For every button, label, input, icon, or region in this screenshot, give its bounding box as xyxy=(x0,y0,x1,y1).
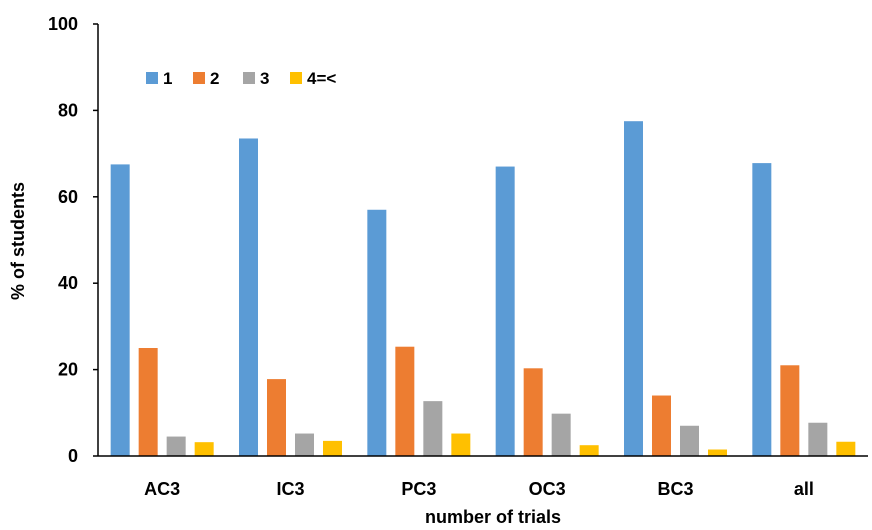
bar-OC3-3 xyxy=(551,413,571,456)
bar-IC3-3 xyxy=(295,433,314,456)
legend-swatch xyxy=(243,72,255,84)
y-tick-label: 100 xyxy=(48,14,78,34)
bar-BC3-4=< xyxy=(708,449,727,456)
legend-swatch xyxy=(290,72,302,84)
x-axis-title: number of trials xyxy=(425,507,561,527)
y-axis-title: % of students xyxy=(8,182,28,300)
bar-BC3-3 xyxy=(680,425,699,456)
legend-label: 3 xyxy=(260,69,269,88)
x-tick-label: PC3 xyxy=(401,479,436,499)
y-tick-label: 60 xyxy=(58,187,78,207)
x-tick-label: BC3 xyxy=(657,479,693,499)
bar-AC3-2 xyxy=(138,348,158,456)
legend: 1 2 3 4=< xyxy=(146,69,336,88)
x-tick-label: OC3 xyxy=(529,479,566,499)
bar-OC3-2 xyxy=(523,368,543,456)
bar-all-1 xyxy=(752,163,772,456)
legend-label: 2 xyxy=(210,69,219,88)
x-tick-label: IC3 xyxy=(276,479,304,499)
bar-IC3-2 xyxy=(267,379,286,456)
bar-PC3-1 xyxy=(367,209,387,456)
x-tick-label: AC3 xyxy=(144,479,180,499)
y-tick-label: 0 xyxy=(68,446,78,466)
x-axis-tick-labels: AC3 IC3 PC3 OC3 BC3 all xyxy=(144,479,814,499)
y-tick-label: 40 xyxy=(58,273,78,293)
bar-AC3-4=< xyxy=(194,442,214,456)
bar-PC3-4=< xyxy=(451,433,471,456)
bar-all-4=< xyxy=(836,441,856,456)
bar-PC3-3 xyxy=(423,401,443,456)
bar-OC3-1 xyxy=(495,166,515,456)
bar-IC3-4=< xyxy=(323,440,342,456)
y-tick-label: 80 xyxy=(58,100,78,120)
legend-label: 1 xyxy=(163,69,172,88)
y-tick-label: 20 xyxy=(58,360,78,380)
y-axis-tick-labels: 0 20 40 60 80 100 xyxy=(48,14,98,466)
x-tick-label: all xyxy=(794,479,814,499)
bar-all-2 xyxy=(780,365,800,456)
bar-OC3-4=< xyxy=(579,445,599,456)
legend-label: 4=< xyxy=(307,69,336,88)
bar-AC3-3 xyxy=(166,436,186,456)
legend-swatch xyxy=(193,72,205,84)
bar-all-3 xyxy=(808,422,828,456)
bar-PC3-2 xyxy=(395,346,415,456)
bar-IC3-1 xyxy=(239,138,258,457)
bar-AC3-1 xyxy=(110,164,130,456)
bar-BC3-2 xyxy=(652,395,671,456)
legend-swatch xyxy=(146,72,158,84)
bar-BC3-1 xyxy=(624,121,643,456)
bars xyxy=(110,121,856,457)
